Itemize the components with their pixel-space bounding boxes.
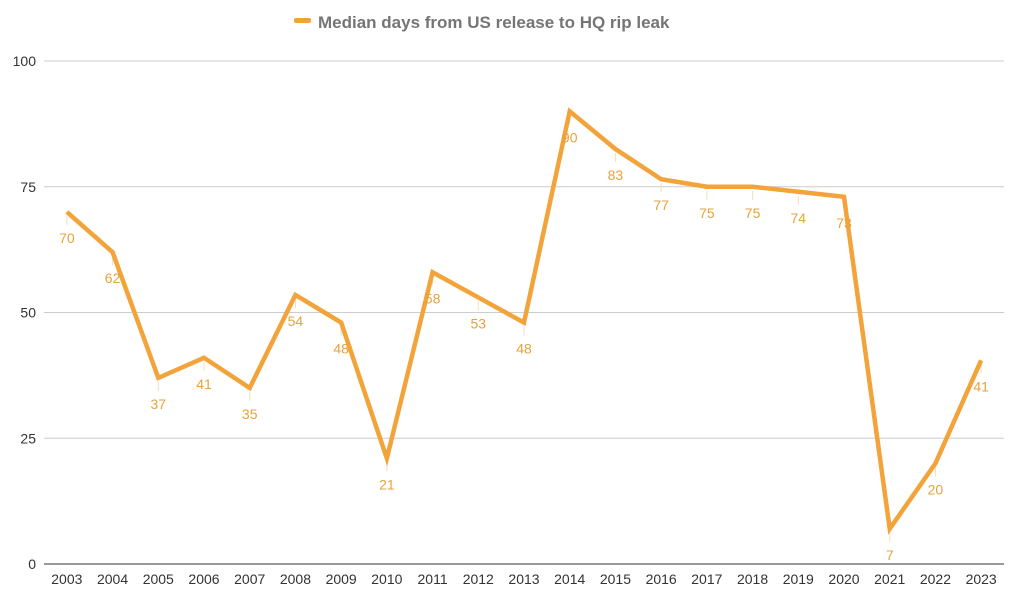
x-tick-label: 2006: [188, 571, 219, 587]
x-tick-label: 2009: [326, 571, 357, 587]
x-tick-label: 2019: [783, 571, 814, 587]
y-tick-label: 50: [20, 305, 36, 321]
data-label: 73: [836, 215, 852, 231]
data-label: 37: [150, 396, 166, 412]
data-label: 77: [653, 197, 669, 213]
data-label: 62: [105, 270, 121, 286]
series: [65, 107, 984, 535]
x-tick-label: 2021: [874, 571, 905, 587]
data-label: 53: [470, 315, 486, 331]
data-label: 58: [425, 290, 441, 306]
label-leaders: [66, 115, 982, 542]
y-tick-label: 25: [20, 430, 36, 446]
x-tick-label: 2005: [143, 571, 174, 587]
data-label: 75: [699, 205, 715, 221]
data-label: 48: [333, 341, 349, 357]
x-tick-label: 2015: [600, 571, 631, 587]
y-tick-label: 0: [28, 556, 36, 572]
data-label: 35: [242, 406, 258, 422]
x-tick-label: 2022: [920, 571, 951, 587]
x-axis: 2003 2004 2005 2006 2007 2008 2009 2010 2011 2012…: [51, 571, 997, 587]
x-tick-label: 2012: [463, 571, 494, 587]
data-label: 48: [516, 341, 532, 357]
data-label: 41: [973, 378, 989, 394]
data-label: 20: [928, 481, 944, 497]
data-label: 21: [379, 476, 395, 492]
x-tick-label: 2010: [371, 571, 402, 587]
x-tick-label: 2016: [646, 571, 677, 587]
x-tick-label: 2013: [508, 571, 539, 587]
x-tick-label: 2023: [966, 571, 997, 587]
data-label: 74: [790, 210, 806, 226]
y-axis: 0 25 50 75 100: [13, 53, 37, 572]
data-label: 75: [745, 205, 761, 221]
x-tick-label: 2017: [691, 571, 722, 587]
data-label: 90: [562, 129, 578, 145]
y-tick-label: 75: [20, 179, 36, 195]
data-label: 54: [288, 313, 304, 329]
legend-label: Median days from US release to HQ rip le…: [318, 13, 670, 32]
legend: Median days from US release to HQ rip le…: [294, 13, 670, 32]
legend-swatch: [294, 18, 311, 23]
x-tick-label: 2018: [737, 571, 768, 587]
x-tick-label: 2003: [51, 571, 82, 587]
data-label: 41: [196, 376, 212, 392]
x-tick-label: 2004: [97, 571, 128, 587]
x-tick-label: 2020: [828, 571, 859, 587]
x-tick-label: 2008: [280, 571, 311, 587]
series-line: [65, 107, 984, 535]
x-tick-label: 2014: [554, 571, 585, 587]
data-label: 83: [608, 167, 624, 183]
x-tick-label: 2007: [234, 571, 265, 587]
data-labels: 70 62 37 41 35 54 48 21 58 53 48 90 83 77 75 75 74 73 7 20 4…: [59, 129, 989, 562]
data-label: 7: [886, 547, 894, 563]
x-tick-label: 2011: [418, 571, 448, 587]
y-tick-label: 100: [13, 53, 37, 69]
data-label: 70: [59, 230, 75, 246]
